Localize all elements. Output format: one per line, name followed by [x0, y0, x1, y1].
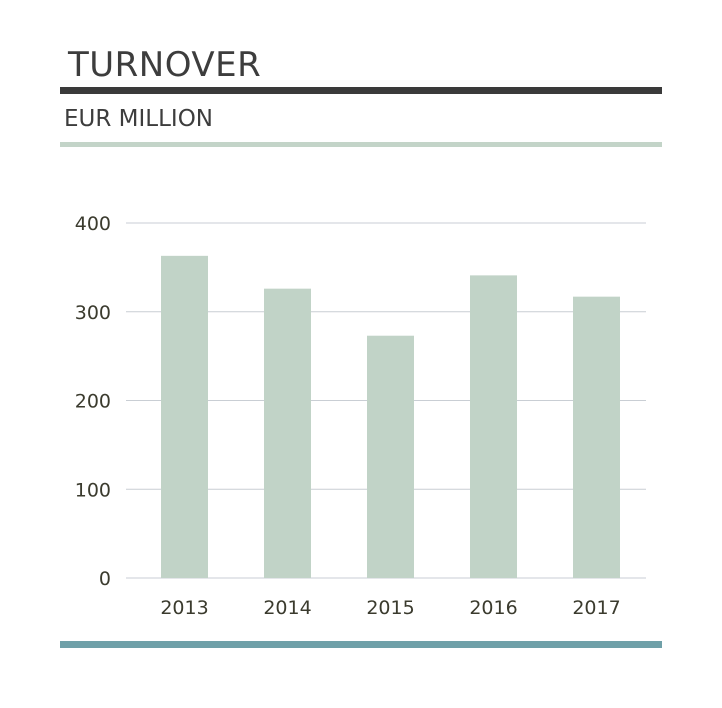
bar-2015	[367, 335, 414, 578]
x-tick-label: 2013	[160, 597, 208, 619]
bars	[161, 255, 620, 578]
y-axis-ticks: 0 100 200 300 400	[75, 213, 111, 590]
chart-subtitle: EUR MILLION	[64, 106, 214, 132]
bar-2016	[470, 275, 517, 578]
y-tick-label: 100	[75, 479, 111, 501]
subtitle-divider	[60, 142, 662, 147]
y-tick-label: 400	[75, 213, 111, 235]
bar-2017	[573, 296, 620, 578]
title-divider	[60, 87, 662, 94]
y-tick-label: 200	[75, 391, 111, 413]
x-axis-ticks: 2013 2014 2015 2016 2017	[160, 597, 620, 619]
bar-2014	[264, 288, 311, 578]
bar-2013	[161, 255, 208, 578]
y-tick-label: 0	[99, 568, 111, 590]
x-tick-label: 2017	[572, 597, 620, 619]
y-tick-label: 300	[75, 302, 111, 324]
bottom-divider	[60, 641, 662, 648]
x-tick-label: 2016	[469, 597, 517, 619]
bar-chart: 0 100 200 300 400 2013 2014 2015 2016 2017	[75, 213, 646, 619]
chart-title: TURNOVER	[68, 45, 262, 85]
x-tick-label: 2014	[263, 597, 311, 619]
x-tick-label: 2015	[366, 597, 414, 619]
